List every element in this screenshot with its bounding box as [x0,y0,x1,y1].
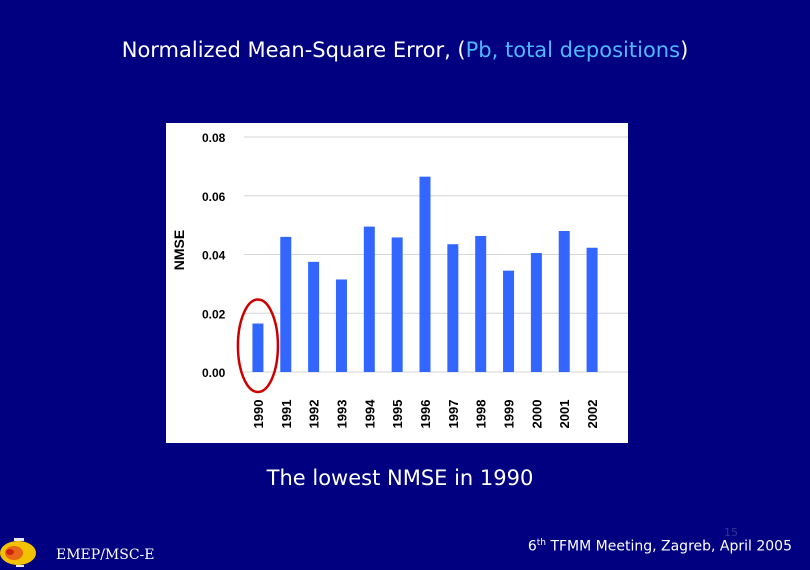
x-tick-label-1994: 1994 [362,399,377,429]
bar-1993 [335,279,347,372]
y-tick-label: 0.00 [202,366,226,380]
y-tick-label: 0.06 [202,190,226,204]
chart-canvas: 0.000.020.040.060.08 1990 1991 1992 1993 199… [171,131,628,429]
x-tick-labels: 1990 1991 1992 1993 1994 1995 1996 1997 1998 1999… [251,399,600,429]
x-tick-label-2001: 2001 [557,400,572,429]
x-tick-label-1997: 1997 [446,400,461,429]
x-tick-label-1995: 1995 [390,400,405,429]
y-tick-label: 0.08 [202,131,226,145]
bar-1992 [308,261,320,372]
bar-1990 [252,323,264,372]
x-tick-label-1993: 1993 [334,400,349,429]
bar-1996 [419,176,431,372]
y-tick-label: 0.02 [202,307,226,321]
bar-1995 [391,237,403,372]
x-tick-label-2000: 2000 [529,400,544,429]
y-tick-label: 0.04 [202,249,226,263]
title-highlight: Pb, total depositions [465,38,681,62]
bar-2002 [586,247,598,372]
x-tick-label-1999: 1999 [502,400,517,429]
x-tick-label-1992: 1992 [307,400,322,429]
bar-2001 [558,231,570,372]
bars [252,176,598,372]
y-axis-label: NMSE [171,230,187,270]
page-number: 15 [724,526,738,539]
highlight-circle [236,298,280,394]
footer-meeting: 6th TFMM Meeting, Zagreb, April 2005 [527,538,792,555]
msc-e-logo [0,538,36,567]
bar-2000 [530,253,542,372]
bar-1997 [447,244,459,372]
x-tick-label-2002: 2002 [585,400,600,429]
x-tick-label-1990: 1990 [251,400,266,429]
bar-1994 [363,226,375,372]
x-tick-label-1996: 1996 [418,400,433,429]
gridlines [244,136,628,373]
nmse-bar-chart: 0.00 0.02 0.04 0.06 0.08 1990 1991 1992 1993 199… [166,123,628,443]
slide-title: Normalized Mean-Square Error, (Pb, total… [121,38,689,62]
x-tick-label-1998: 1998 [474,400,489,429]
chart-caption: The lowest NMSE in 1990 [266,466,534,490]
bar-1991 [280,236,292,372]
bar-1998 [475,235,487,372]
x-tick-label-1991: 1991 [279,400,294,429]
y-tick-labels: 0.00 0.02 0.04 0.06 0.08 [202,131,226,380]
bar-1999 [503,270,515,372]
footer-organization: EMEP/MSC-E [56,547,155,563]
